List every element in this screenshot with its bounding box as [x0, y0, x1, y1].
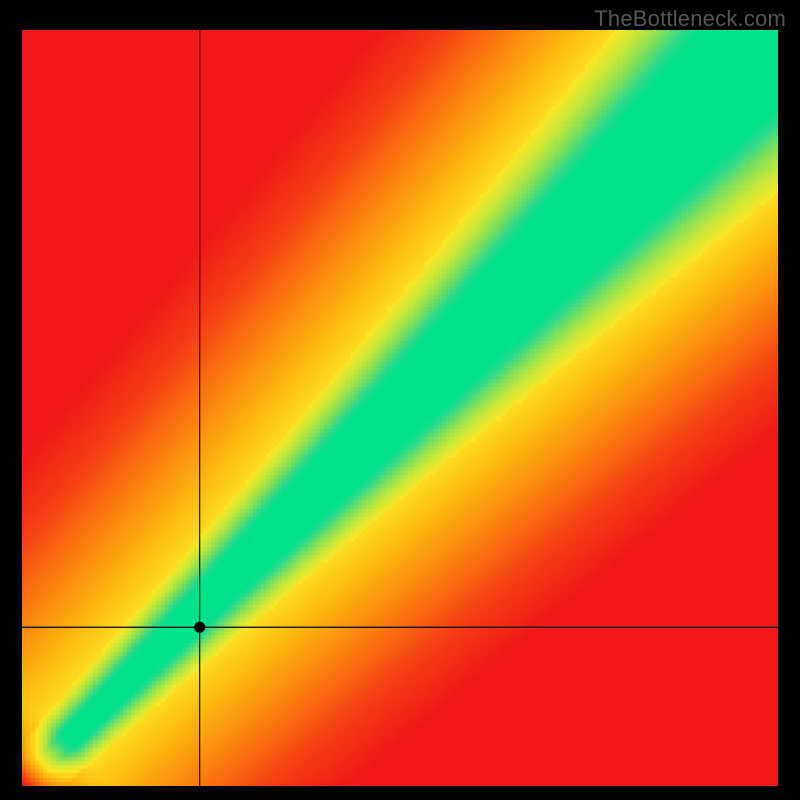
chart-container: TheBottleneck.com [0, 0, 800, 800]
heatmap-canvas [22, 30, 778, 786]
watermark-label: TheBottleneck.com [594, 6, 786, 32]
